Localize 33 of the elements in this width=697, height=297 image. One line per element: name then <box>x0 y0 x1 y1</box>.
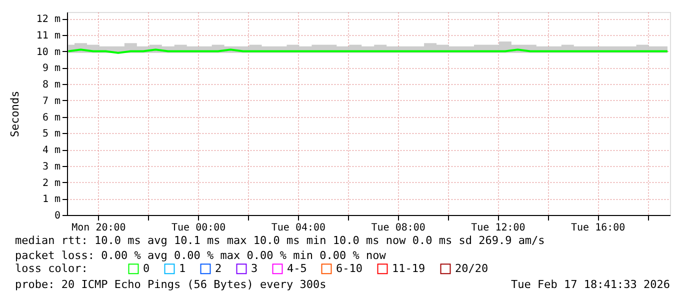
legend-label: 20/20 <box>455 262 488 275</box>
y-tick-label: 5 m <box>42 128 60 140</box>
legend-label: 11-19 <box>392 262 426 275</box>
y-tick-label: 3 m <box>42 161 60 172</box>
y-tick-label: 9 m <box>42 63 60 74</box>
x-tick-label: Tue 00:00 <box>171 222 226 234</box>
x-tick-label: Tue 04:00 <box>271 222 326 234</box>
y-tick-label: 7 m <box>42 96 60 107</box>
y-tick-label: 10 m <box>36 46 60 58</box>
x-tick-label: Tue 16:00 <box>570 222 626 234</box>
legend-title: loss color: <box>15 262 88 275</box>
x-tick-label: Mon 20:00 <box>72 222 126 234</box>
y-tick-label: 1 m <box>42 194 60 206</box>
legend-label: 1 <box>179 262 186 275</box>
text: median rtt: 10.0 ms avg 10.1 ms max 10.0 ms min 10.0 ms now 0.0 ms sd 269.9 am/s <box>15 234 545 247</box>
y-tick-label: 6 m <box>42 112 60 124</box>
x-tick-label: Tue 12:00 <box>471 222 526 234</box>
legend-label: 4-5 <box>287 262 307 275</box>
x-tick-label: Tue 08:00 <box>371 222 426 234</box>
legend-label: 2 <box>215 262 222 275</box>
y-tick-label: 8 m <box>42 80 60 91</box>
text: probe: 20 ICMP Echo Pings (56 Bytes) every 300s <box>15 278 326 291</box>
legend-label: 3 <box>251 262 258 275</box>
legend-label: 6-10 <box>336 262 362 275</box>
text: Tue Feb 17 18:41:33 2026 <box>511 278 670 291</box>
y-tick-label: 0 <box>54 210 60 222</box>
text: packet loss: 0.00 % avg 0.00 % max 0.00 % min 0.00 % now <box>15 249 386 262</box>
y-tick-label: 4 m <box>42 145 60 156</box>
y-tick-label: 2 m <box>42 178 60 189</box>
y-tick-label: 12 m <box>36 14 60 26</box>
y-axis-title: Seconds <box>8 90 22 138</box>
y-tick-label: 11 m <box>36 30 60 42</box>
legend-label: 0 <box>143 262 150 275</box>
